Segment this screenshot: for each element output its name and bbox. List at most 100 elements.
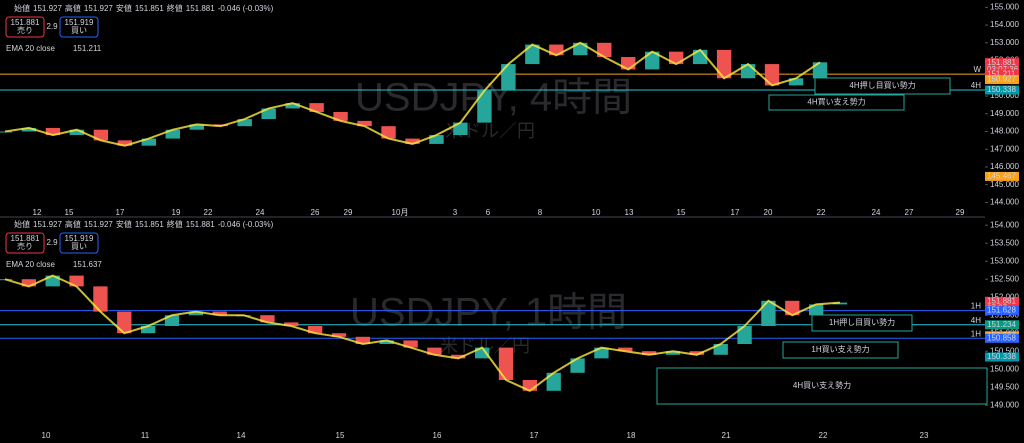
- price-tag-label: 151.234: [987, 320, 1016, 329]
- level-label: 4H: [971, 81, 981, 90]
- ohlc-open-label: 始値: [14, 3, 30, 13]
- ohlc-close: 151.881: [186, 4, 215, 13]
- spread: 2.9: [46, 22, 58, 31]
- candle: [713, 344, 728, 355]
- candle: [429, 135, 444, 144]
- price-tag: [985, 333, 1019, 343]
- price-tag-label: 151.211: [987, 70, 1016, 79]
- candle: [21, 127, 37, 132]
- price-tag-label: 150.338: [987, 85, 1016, 94]
- zone-box: [656, 367, 988, 405]
- x-tick-label: 16: [433, 431, 442, 440]
- x-tick-label: 8: [538, 208, 543, 217]
- x-tick-label: 19: [172, 208, 181, 217]
- y-tick-label: 144.000: [990, 198, 1019, 207]
- candle: [403, 340, 418, 348]
- candle: [285, 103, 300, 109]
- x-tick-label: 26: [311, 208, 320, 217]
- ohlc-low-label: 安値: [116, 219, 132, 229]
- candle: [188, 311, 204, 316]
- price-tag-label: 151.881: [987, 58, 1016, 67]
- candle: [785, 300, 800, 316]
- ema-label: EMA 20 close: [6, 260, 55, 269]
- price-tag-label: 151.881: [987, 297, 1016, 306]
- x-tick-label: 17: [731, 208, 740, 217]
- buy-label: 買い: [71, 26, 87, 35]
- ema-value: 151.637: [73, 260, 102, 269]
- candle: [618, 347, 633, 352]
- ohlc-high-label: 高値: [65, 3, 81, 13]
- ema-label: EMA 20 close: [6, 44, 55, 53]
- y-tick-label: 152.000: [990, 292, 1019, 301]
- zone-box: [811, 314, 913, 332]
- candle: [812, 62, 828, 79]
- y-tick-label: 150.000: [990, 364, 1019, 373]
- buy-price: 151.919: [65, 18, 94, 27]
- price-tag: [985, 320, 1019, 330]
- price-line: [4, 274, 841, 392]
- candle: [117, 311, 132, 334]
- ohlc-close-label: 終値: [167, 3, 183, 13]
- zone-label: 1H押し目買い勢力: [829, 317, 895, 327]
- candle: [307, 326, 323, 334]
- ohlc-close: 151.881: [186, 220, 215, 229]
- y-tick-label: 150.000: [990, 91, 1019, 100]
- candle: [594, 347, 609, 359]
- price-axis: [985, 216, 1024, 422]
- ohlc-open: 151.927: [33, 220, 62, 229]
- x-tick-label: 22: [817, 208, 826, 217]
- x-tick-label: 11: [141, 431, 150, 440]
- buy-button[interactable]: [59, 16, 99, 38]
- price-tag-label: 150.338: [987, 352, 1016, 361]
- x-tick-label: 10: [592, 208, 601, 217]
- level-label: 4H: [971, 316, 981, 325]
- ohlc-high-label: 高値: [65, 219, 81, 229]
- y-tick-label: 152.500: [990, 274, 1019, 283]
- candle: [379, 340, 394, 344]
- spread: 2.9: [46, 238, 58, 247]
- zone-label: 1H買い支え勢力: [811, 344, 869, 354]
- candle: [260, 315, 275, 323]
- y-tick-label: 153.000: [990, 38, 1019, 47]
- candle: [474, 347, 490, 359]
- zone-label: 4H押し目買い勢力: [849, 80, 915, 90]
- buy-price: 151.919: [65, 234, 94, 243]
- sell-price: 151.881: [11, 18, 40, 27]
- sell-button[interactable]: [5, 232, 45, 254]
- candle: [331, 333, 347, 337]
- sell-label: 売り: [17, 241, 33, 251]
- candle: [764, 64, 780, 86]
- candle: [381, 126, 396, 139]
- y-tick-label: 154.000: [990, 20, 1019, 29]
- y-tick-label: 146.000: [990, 162, 1019, 171]
- candle: [140, 326, 156, 334]
- candle: [261, 108, 276, 120]
- y-tick-label: 154.000: [990, 220, 1019, 229]
- buy-button[interactable]: [59, 232, 99, 254]
- candle: [333, 111, 348, 121]
- x-tick-label: 10月: [392, 208, 409, 217]
- x-tick-label: 20: [764, 208, 773, 217]
- price-tag-label: 150.858: [987, 333, 1016, 342]
- x-tick-label: 14: [237, 431, 246, 440]
- candle: [427, 347, 442, 355]
- sell-label: 売り: [17, 25, 33, 35]
- candle: [284, 322, 299, 326]
- ema-value: 151.211: [73, 44, 102, 53]
- candle: [641, 351, 657, 355]
- sell-button[interactable]: [5, 16, 45, 38]
- zone-label: 4H買い支え勢力: [793, 380, 851, 390]
- ohlc-high: 151.927: [84, 4, 113, 13]
- x-tick-label: 15: [677, 208, 686, 217]
- candle: [498, 347, 514, 380]
- ohlc-close-label: 終値: [167, 219, 183, 229]
- y-tick-label: 147.000: [990, 144, 1019, 153]
- x-tick-label: 17: [530, 431, 539, 440]
- y-tick-label: 149.000: [990, 400, 1019, 409]
- x-tick-label: 17: [116, 208, 125, 217]
- candle: [665, 351, 681, 355]
- ohlc-change: -0.046 (-0.03%): [218, 220, 274, 229]
- x-tick-label: 23: [920, 431, 929, 440]
- zone-label: 4H買い支え勢力: [807, 97, 865, 107]
